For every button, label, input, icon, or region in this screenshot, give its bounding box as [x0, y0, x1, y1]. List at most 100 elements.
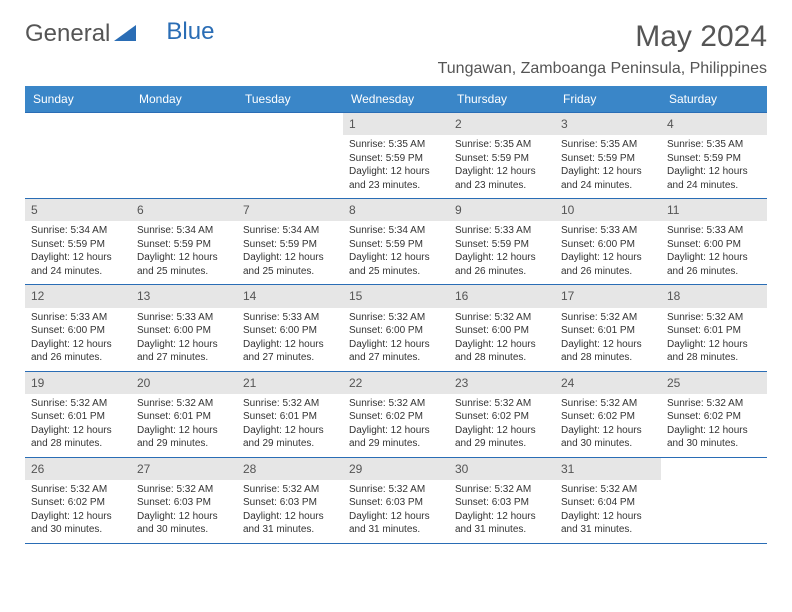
day-number: 8: [343, 199, 449, 221]
day-details: Sunrise: 5:32 AMSunset: 6:02 PMDaylight:…: [343, 394, 449, 457]
day-details: Sunrise: 5:33 AMSunset: 6:00 PMDaylight:…: [555, 221, 661, 284]
day-number: 18: [661, 285, 767, 307]
day-number: 29: [343, 458, 449, 480]
day-header: Tuesday: [237, 86, 343, 112]
day-number: 7: [237, 199, 343, 221]
day-number: 5: [25, 199, 131, 221]
calendar-week: 5Sunrise: 5:34 AMSunset: 5:59 PMDaylight…: [25, 199, 767, 285]
calendar-cell: [237, 113, 343, 198]
calendar-cell: 22Sunrise: 5:32 AMSunset: 6:02 PMDayligh…: [343, 372, 449, 457]
day-number: [237, 113, 343, 119]
day-details: Sunrise: 5:33 AMSunset: 6:00 PMDaylight:…: [131, 308, 237, 371]
day-details: Sunrise: 5:35 AMSunset: 5:59 PMDaylight:…: [555, 135, 661, 198]
day-details: Sunrise: 5:32 AMSunset: 6:00 PMDaylight:…: [343, 308, 449, 371]
calendar-cell: 20Sunrise: 5:32 AMSunset: 6:01 PMDayligh…: [131, 372, 237, 457]
logo-text-blue: Blue: [166, 18, 214, 46]
day-number: [131, 113, 237, 119]
day-details: Sunrise: 5:34 AMSunset: 5:59 PMDaylight:…: [25, 221, 131, 284]
day-number: 20: [131, 372, 237, 394]
calendar-cell: 25Sunrise: 5:32 AMSunset: 6:02 PMDayligh…: [661, 372, 767, 457]
day-number: 21: [237, 372, 343, 394]
day-number: 22: [343, 372, 449, 394]
calendar-cell: 23Sunrise: 5:32 AMSunset: 6:02 PMDayligh…: [449, 372, 555, 457]
calendar-cell: 11Sunrise: 5:33 AMSunset: 6:00 PMDayligh…: [661, 199, 767, 284]
day-details: Sunrise: 5:32 AMSunset: 6:02 PMDaylight:…: [25, 480, 131, 543]
day-details: Sunrise: 5:32 AMSunset: 6:01 PMDaylight:…: [237, 394, 343, 457]
calendar-week: 19Sunrise: 5:32 AMSunset: 6:01 PMDayligh…: [25, 372, 767, 458]
calendar-cell: 7Sunrise: 5:34 AMSunset: 5:59 PMDaylight…: [237, 199, 343, 284]
calendar-body: 1Sunrise: 5:35 AMSunset: 5:59 PMDaylight…: [25, 112, 767, 544]
day-number: 17: [555, 285, 661, 307]
day-details: Sunrise: 5:32 AMSunset: 6:01 PMDaylight:…: [131, 394, 237, 457]
location: Tungawan, Zamboanga Peninsula, Philippin…: [25, 60, 767, 78]
day-number: 14: [237, 285, 343, 307]
calendar-cell: 19Sunrise: 5:32 AMSunset: 6:01 PMDayligh…: [25, 372, 131, 457]
day-header: Sunday: [25, 86, 131, 112]
day-details: Sunrise: 5:34 AMSunset: 5:59 PMDaylight:…: [237, 221, 343, 284]
day-details: Sunrise: 5:32 AMSunset: 6:03 PMDaylight:…: [131, 480, 237, 543]
calendar-cell: 13Sunrise: 5:33 AMSunset: 6:00 PMDayligh…: [131, 285, 237, 370]
header: General Blue May 2024: [25, 20, 767, 54]
day-number: [661, 458, 767, 464]
day-number: 23: [449, 372, 555, 394]
day-header: Friday: [555, 86, 661, 112]
day-details: Sunrise: 5:32 AMSunset: 6:02 PMDaylight:…: [449, 394, 555, 457]
day-number: 10: [555, 199, 661, 221]
day-header: Wednesday: [343, 86, 449, 112]
day-details: Sunrise: 5:33 AMSunset: 6:00 PMDaylight:…: [661, 221, 767, 284]
calendar-cell: 31Sunrise: 5:32 AMSunset: 6:04 PMDayligh…: [555, 458, 661, 543]
day-number: 27: [131, 458, 237, 480]
day-details: Sunrise: 5:35 AMSunset: 5:59 PMDaylight:…: [343, 135, 449, 198]
calendar-cell: 30Sunrise: 5:32 AMSunset: 6:03 PMDayligh…: [449, 458, 555, 543]
day-details: Sunrise: 5:32 AMSunset: 6:01 PMDaylight:…: [661, 308, 767, 371]
calendar-cell: [25, 113, 131, 198]
day-number: 12: [25, 285, 131, 307]
calendar-cell: 4Sunrise: 5:35 AMSunset: 5:59 PMDaylight…: [661, 113, 767, 198]
day-number: 25: [661, 372, 767, 394]
day-number: 31: [555, 458, 661, 480]
day-header: Monday: [131, 86, 237, 112]
triangle-icon: [114, 20, 136, 48]
day-details: Sunrise: 5:34 AMSunset: 5:59 PMDaylight:…: [343, 221, 449, 284]
calendar-cell: 18Sunrise: 5:32 AMSunset: 6:01 PMDayligh…: [661, 285, 767, 370]
calendar-cell: 29Sunrise: 5:32 AMSunset: 6:03 PMDayligh…: [343, 458, 449, 543]
day-details: Sunrise: 5:32 AMSunset: 6:00 PMDaylight:…: [449, 308, 555, 371]
day-details: Sunrise: 5:32 AMSunset: 6:02 PMDaylight:…: [555, 394, 661, 457]
day-details: Sunrise: 5:33 AMSunset: 6:00 PMDaylight:…: [237, 308, 343, 371]
day-number: 4: [661, 113, 767, 135]
day-number: 16: [449, 285, 555, 307]
calendar-cell: 26Sunrise: 5:32 AMSunset: 6:02 PMDayligh…: [25, 458, 131, 543]
day-details: Sunrise: 5:32 AMSunset: 6:04 PMDaylight:…: [555, 480, 661, 543]
calendar-cell: 8Sunrise: 5:34 AMSunset: 5:59 PMDaylight…: [343, 199, 449, 284]
day-number: 15: [343, 285, 449, 307]
day-details: Sunrise: 5:32 AMSunset: 6:03 PMDaylight:…: [237, 480, 343, 543]
day-details: Sunrise: 5:33 AMSunset: 5:59 PMDaylight:…: [449, 221, 555, 284]
day-details: Sunrise: 5:33 AMSunset: 6:00 PMDaylight:…: [25, 308, 131, 371]
day-details: Sunrise: 5:34 AMSunset: 5:59 PMDaylight:…: [131, 221, 237, 284]
day-number: 24: [555, 372, 661, 394]
day-number: 3: [555, 113, 661, 135]
day-number: 9: [449, 199, 555, 221]
calendar-cell: 1Sunrise: 5:35 AMSunset: 5:59 PMDaylight…: [343, 113, 449, 198]
calendar-week: 1Sunrise: 5:35 AMSunset: 5:59 PMDaylight…: [25, 112, 767, 199]
day-details: Sunrise: 5:32 AMSunset: 6:02 PMDaylight:…: [661, 394, 767, 457]
day-number: 1: [343, 113, 449, 135]
logo-text-general: General: [25, 20, 110, 48]
calendar-cell: 15Sunrise: 5:32 AMSunset: 6:00 PMDayligh…: [343, 285, 449, 370]
day-number: 13: [131, 285, 237, 307]
calendar-cell: 21Sunrise: 5:32 AMSunset: 6:01 PMDayligh…: [237, 372, 343, 457]
day-number: 6: [131, 199, 237, 221]
calendar-cell: 3Sunrise: 5:35 AMSunset: 5:59 PMDaylight…: [555, 113, 661, 198]
day-details: Sunrise: 5:32 AMSunset: 6:01 PMDaylight:…: [555, 308, 661, 371]
calendar-cell: 12Sunrise: 5:33 AMSunset: 6:00 PMDayligh…: [25, 285, 131, 370]
day-details: Sunrise: 5:32 AMSunset: 6:01 PMDaylight:…: [25, 394, 131, 457]
day-details: Sunrise: 5:32 AMSunset: 6:03 PMDaylight:…: [449, 480, 555, 543]
day-details: Sunrise: 5:32 AMSunset: 6:03 PMDaylight:…: [343, 480, 449, 543]
calendar-cell: 16Sunrise: 5:32 AMSunset: 6:00 PMDayligh…: [449, 285, 555, 370]
day-details: Sunrise: 5:35 AMSunset: 5:59 PMDaylight:…: [449, 135, 555, 198]
calendar-cell: 28Sunrise: 5:32 AMSunset: 6:03 PMDayligh…: [237, 458, 343, 543]
day-number: 2: [449, 113, 555, 135]
day-header: Thursday: [449, 86, 555, 112]
calendar-cell: [131, 113, 237, 198]
day-number: 30: [449, 458, 555, 480]
